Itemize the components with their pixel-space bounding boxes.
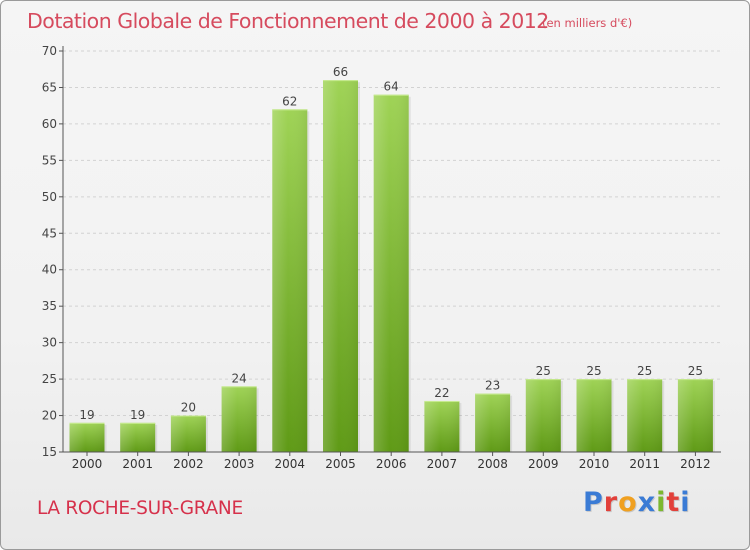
y-tick-label: 35 [42, 299, 57, 313]
logo-letter: i [656, 487, 667, 518]
x-tick-label: 2000 [72, 457, 103, 471]
bar-shine [576, 379, 612, 452]
y-tick-label: 20 [42, 409, 57, 423]
y-tick-label: 50 [42, 190, 57, 204]
x-tick-label: 2004 [275, 457, 306, 471]
x-tick-label: 2010 [579, 457, 610, 471]
logo-letter: r [603, 487, 619, 518]
bar-shine [373, 94, 409, 452]
data-label-2001: 19 [130, 408, 145, 422]
y-tick-label: 65 [42, 80, 57, 94]
bar-shine [627, 379, 663, 452]
bar-shine [475, 393, 511, 452]
data-label-2005: 66 [333, 65, 348, 79]
commune-name: LA ROCHE-SUR-GRANE [37, 498, 243, 519]
x-tick-label: 2011 [629, 457, 660, 471]
logo-letter: x [637, 487, 657, 518]
y-tick-label: 60 [42, 117, 57, 131]
bar-shine [69, 422, 105, 452]
x-tick-label: 2001 [122, 457, 153, 471]
y-tick-label: 70 [42, 44, 57, 58]
data-label-2003: 24 [231, 371, 246, 385]
x-tick-label: 2009 [528, 457, 559, 471]
bar-shine [424, 400, 460, 452]
data-label-2010: 25 [586, 364, 601, 378]
data-label-2007: 22 [434, 386, 449, 400]
data-label-2009: 25 [536, 364, 551, 378]
proxiti-logo: Proxiti [583, 487, 691, 518]
labels: 15 20 25 30 35 40 45 50 55 60 65 70 19 2000 19 2001 20 20… [42, 44, 711, 471]
bars [69, 80, 715, 452]
bar-shine [677, 379, 713, 452]
x-tick-label: 2012 [680, 457, 711, 471]
bar-shine [170, 415, 206, 452]
logo-letter: o [618, 487, 638, 518]
logo-letter: i [680, 487, 691, 518]
y-tick-label: 15 [42, 445, 57, 459]
data-label-2012: 25 [688, 364, 703, 378]
y-tick-label: 45 [42, 226, 57, 240]
logo-letter: P [583, 487, 604, 518]
chart-title: Dotation Globale de Fonctionnement de 20… [27, 9, 549, 33]
x-tick-label: 2006 [376, 457, 407, 471]
bar-shine [120, 422, 156, 452]
x-tick-label: 2007 [427, 457, 458, 471]
y-tick-label: 55 [42, 153, 57, 167]
data-label-2004: 62 [282, 94, 297, 108]
logo-letter: t [666, 487, 681, 518]
bar-shine [323, 80, 358, 452]
bar-shine [272, 109, 308, 452]
y-tick-label: 25 [42, 372, 57, 386]
y-tick-label: 40 [42, 263, 57, 277]
x-tick-label: 2008 [477, 457, 508, 471]
data-label-2011: 25 [637, 364, 652, 378]
data-label-2008: 23 [485, 379, 500, 393]
x-tick-label: 2005 [325, 457, 356, 471]
chart-unit: (en milliers d'€) [542, 16, 633, 30]
x-tick-label: 2003 [224, 457, 255, 471]
bar-shine [525, 379, 561, 452]
data-label-2006: 64 [384, 80, 399, 94]
x-tick-label: 2002 [173, 457, 204, 471]
data-label-2002: 20 [181, 401, 196, 415]
data-label-2000: 19 [79, 408, 94, 422]
bar-shine [221, 386, 257, 452]
y-tick-label: 30 [42, 336, 57, 350]
axes [59, 46, 721, 456]
